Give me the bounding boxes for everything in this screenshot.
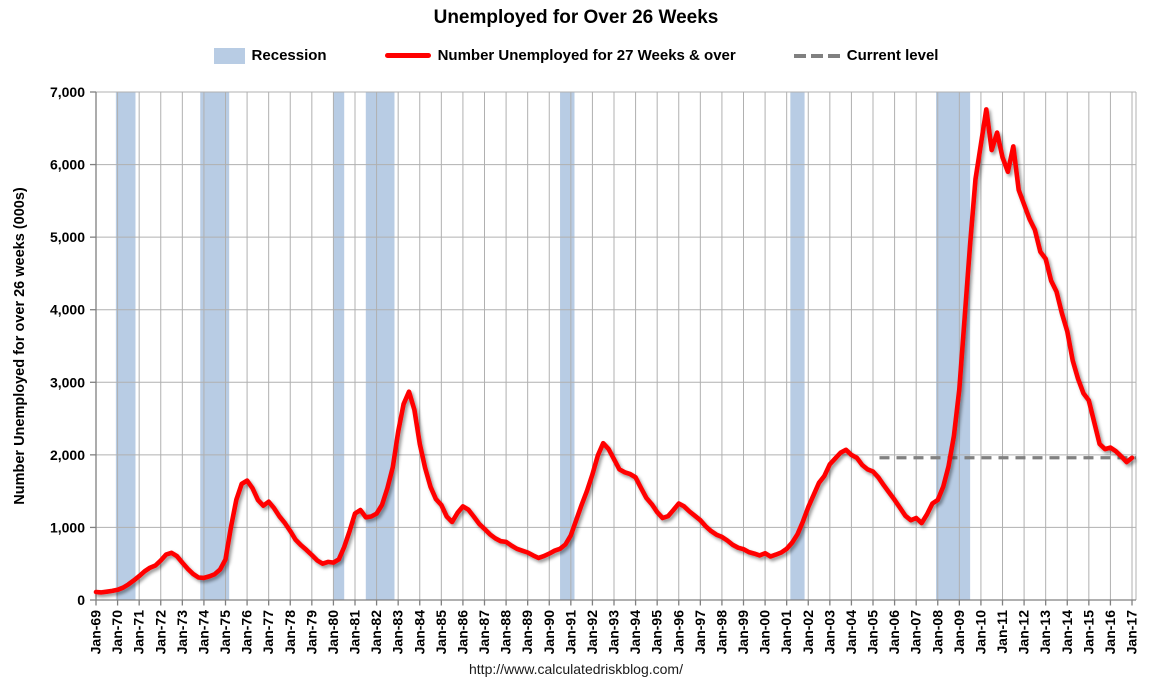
y-tick-label: 4,000 <box>50 302 85 318</box>
source-url: http://www.calculatedriskblog.com/ <box>469 661 683 677</box>
recession-band <box>560 92 575 600</box>
x-tick-label: Jan-07 <box>908 610 924 655</box>
chart-title: Unemployed for Over 26 Weeks <box>433 7 719 28</box>
recession-swatch <box>213 47 245 64</box>
x-tick-label: Jan-75 <box>217 610 233 655</box>
legend-label-series: Number Unemployed for 27 Weeks & over <box>437 47 736 64</box>
legend-item-series: Number Unemployed for 27 Weeks & over <box>384 47 736 64</box>
y-tick-label: 0 <box>77 592 85 608</box>
x-tick-label: Jan-08 <box>929 610 945 655</box>
y-tick-label: 2,000 <box>50 447 85 463</box>
legend-item-current-level: Current level <box>793 47 939 64</box>
x-tick-label: Jan-70 <box>109 610 125 655</box>
x-tick-label: Jan-77 <box>260 610 276 655</box>
x-tick-label: Jan-86 <box>454 610 470 655</box>
x-tick-label: Jan-74 <box>195 610 211 655</box>
y-tick-label: 5,000 <box>50 229 85 245</box>
legend-item-recession: Recession <box>213 47 327 64</box>
x-tick-label: Jan-05 <box>865 610 881 655</box>
x-tick-label: Jan-84 <box>411 610 427 655</box>
current-level-swatch <box>793 53 840 58</box>
x-tick-label: Jan-00 <box>757 610 773 655</box>
x-tick-label: Jan-89 <box>519 610 535 655</box>
x-tick-label: Jan-13 <box>1037 610 1053 655</box>
y-tick-label: 3,000 <box>50 374 85 390</box>
x-tick-label: Jan-14 <box>1059 610 1075 655</box>
x-tick-label: Jan-16 <box>1102 610 1118 655</box>
recession-band <box>333 92 345 600</box>
x-tick-label: Jan-96 <box>670 610 686 655</box>
recession-band <box>200 92 230 600</box>
recession-band <box>115 92 136 600</box>
x-tick-label: Jan-81 <box>347 610 363 655</box>
x-tick-label: Jan-72 <box>152 610 168 655</box>
x-tick-label: Jan-88 <box>498 610 514 655</box>
x-tick-label: Jan-01 <box>778 610 794 655</box>
x-tick-label: Jan-15 <box>1080 610 1096 655</box>
x-tick-label: Jan-17 <box>1124 610 1140 655</box>
chart-legend: Recession Number Unemployed for 27 Weeks… <box>0 47 1152 64</box>
x-tick-label: Jan-69 <box>88 610 104 655</box>
x-tick-label: Jan-71 <box>131 610 147 655</box>
y-tick-label: 6,000 <box>50 157 85 173</box>
x-tick-label: Jan-87 <box>476 610 492 655</box>
x-tick-label: Jan-98 <box>713 610 729 655</box>
x-tick-label: Jan-83 <box>390 610 406 655</box>
x-tick-label: Jan-73 <box>174 610 190 655</box>
legend-label-recession: Recession <box>251 47 327 64</box>
x-tick-label: Jan-09 <box>951 610 967 655</box>
series-line-swatch <box>384 53 431 58</box>
x-tick-label: Jan-79 <box>303 610 319 655</box>
x-tick-label: Jan-94 <box>627 610 643 655</box>
x-tick-label: Jan-76 <box>239 610 255 655</box>
x-tick-label: Jan-92 <box>584 610 600 655</box>
y-tick-label: 1,000 <box>50 519 85 535</box>
x-tick-label: Jan-80 <box>325 610 341 655</box>
recession-band <box>365 92 395 600</box>
x-tick-label: Jan-95 <box>649 610 665 655</box>
x-tick-label: Jan-06 <box>886 610 902 655</box>
legend-label-current-level: Current level <box>846 47 939 64</box>
x-tick-label: Jan-82 <box>368 610 384 655</box>
x-tick-label: Jan-93 <box>606 610 622 655</box>
x-tick-label: Jan-91 <box>562 610 578 655</box>
recession-band <box>790 92 805 600</box>
x-tick-label: Jan-99 <box>735 610 751 655</box>
x-tick-label: Jan-03 <box>821 610 837 655</box>
x-tick-label: Jan-10 <box>972 610 988 655</box>
x-tick-label: Jan-04 <box>843 610 859 655</box>
x-tick-label: Jan-78 <box>282 610 298 655</box>
x-tick-label: Jan-90 <box>541 610 557 655</box>
x-tick-label: Jan-97 <box>692 610 708 655</box>
series-line-27-weeks <box>93 107 1135 595</box>
x-tick-label: Jan-02 <box>800 610 816 655</box>
y-tick-label: 7,000 <box>50 84 85 100</box>
recession-band <box>936 92 971 600</box>
y-axis-title: Number Unemployed for over 26 weeks (000… <box>12 187 28 505</box>
x-tick-label: Jan-11 <box>994 610 1010 654</box>
x-tick-label: Jan-12 <box>1016 610 1032 655</box>
x-tick-label: Jan-85 <box>433 610 449 655</box>
